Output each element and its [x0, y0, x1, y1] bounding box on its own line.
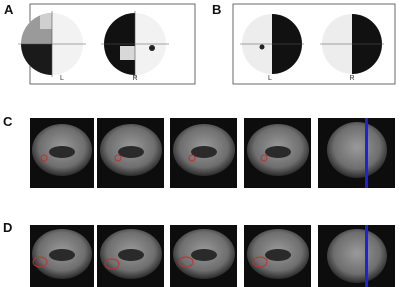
eye-label: L [60, 75, 64, 82]
eye-label: R [349, 75, 354, 82]
panel-label: A [4, 2, 14, 17]
mri-row [30, 225, 395, 287]
panel-label: C [3, 114, 13, 129]
panel-label: D [3, 220, 12, 235]
eye-label: L [268, 75, 272, 82]
eye-label: R [132, 75, 137, 82]
mri-row [30, 118, 395, 188]
panel-label: B [212, 2, 221, 17]
